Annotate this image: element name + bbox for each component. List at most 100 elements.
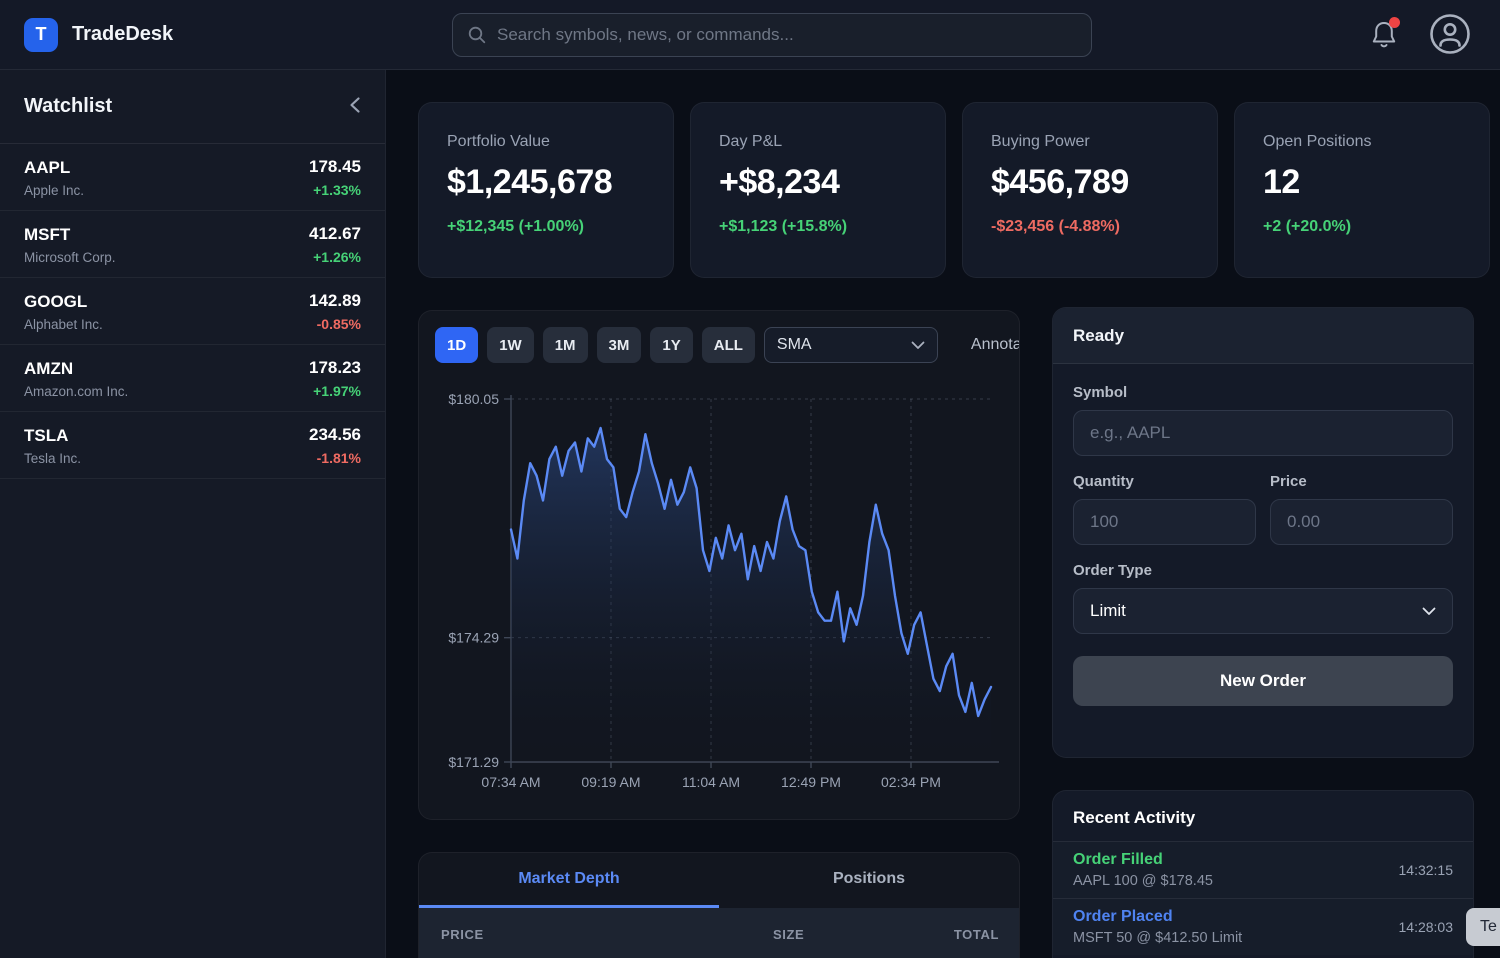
stat-delta: +$1,123 (+15.8%) (719, 218, 848, 235)
order-type-label: Order Type (1073, 562, 1152, 579)
activity-row: Order Filled AAPL 100 @ $178.45 14:32:15 (1053, 841, 1473, 898)
symbol-input[interactable] (1073, 410, 1453, 456)
watchlist-item-right: 412.67 +1.26% (309, 224, 361, 265)
price-value: 234.56 (309, 425, 361, 444)
watchlist-item-tsla[interactable]: TSLA Tesla Inc. 234.56 -1.81% (0, 412, 385, 479)
avatar-icon (1430, 14, 1470, 54)
watchlist-items: AAPL Apple Inc. 178.45 +1.33% MSFT Microsoft … (0, 144, 385, 479)
search-input[interactable] (497, 25, 1077, 45)
timeframe-buttons: 1D 1W 1M 3M 1Y ALL (435, 327, 755, 363)
watchlist-item-amzn[interactable]: AMZN Amazon.com Inc. 178.23 +1.97% (0, 345, 385, 412)
stat-value: $1,245,678 (447, 163, 613, 201)
activity-time: 14:32:15 (1398, 862, 1454, 878)
market-depth-panel: Market Depth Positions PRICE SIZE TOTAL (418, 852, 1020, 958)
order-type-select[interactable]: Limit (1073, 588, 1453, 634)
tab-positions[interactable]: Positions (832, 870, 905, 887)
depth-column-size: SIZE (773, 926, 805, 942)
symbol-label: GOOGL (24, 291, 88, 311)
search-bar[interactable] (452, 13, 1092, 57)
watchlist-item-left: GOOGL Alphabet Inc. (24, 292, 103, 332)
notifications-button[interactable] (1365, 17, 1403, 55)
indicator-select[interactable]: SMA (763, 327, 938, 363)
stat-card-buying-power: Buying Power $456,789 -$23,456 (-4.88%) (962, 102, 1218, 278)
activity-list: Order Filled AAPL 100 @ $178.45 14:32:15 Or… (1053, 841, 1473, 955)
bottom-tabs: Market Depth Positions (419, 853, 1019, 908)
timeframe-button-1d[interactable]: 1D (435, 327, 479, 363)
company-name: Tesla Inc. (24, 450, 82, 466)
stat-label: Portfolio Value (447, 133, 550, 150)
order-panel: Ready Symbol Quantity Price Order Type L… (1052, 307, 1474, 758)
price-input[interactable] (1270, 499, 1453, 545)
activity-status: Order Filled (1073, 851, 1163, 868)
change-value: -1.81% (316, 450, 361, 466)
bell-icon (1372, 21, 1396, 47)
company-name: Amazon.com Inc. (24, 383, 129, 399)
timeframe-button-all[interactable]: ALL (701, 327, 755, 363)
watchlist-item-googl[interactable]: GOOGL Alphabet Inc. 142.89 -0.85% (0, 278, 385, 345)
new-order-button[interactable]: New Order (1073, 656, 1453, 706)
chevron-down-icon (911, 341, 925, 349)
tab-market-depth[interactable]: Market Depth (419, 853, 719, 908)
svg-text:11:04 AM: 11:04 AM (682, 774, 740, 790)
symbol-label: AMZN (24, 358, 74, 378)
change-value: +1.97% (313, 383, 361, 399)
svg-text:$171.29: $171.29 (448, 754, 499, 770)
stat-card-portfolio-value: Portfolio Value $1,245,678 +$12,345 (+1.00… (418, 102, 674, 278)
price-value: 178.45 (309, 157, 361, 176)
activity-detail: MSFT 50 @ $412.50 Limit (1073, 930, 1243, 946)
collapse-sidebar-button[interactable] (349, 96, 361, 118)
change-value: -0.85% (316, 316, 361, 332)
app-logo: T (24, 17, 58, 52)
chevron-down-icon (1422, 607, 1436, 615)
stat-label: Day P&L (719, 133, 783, 150)
stat-label: Open Positions (1263, 133, 1372, 150)
stat-value: $456,789 (991, 163, 1129, 201)
activity-status: Order Placed (1073, 908, 1173, 925)
watchlist-item-aapl[interactable]: AAPL Apple Inc. 178.45 +1.33% (0, 144, 385, 211)
depth-column-total: TOTAL (953, 926, 999, 942)
search-icon (468, 26, 486, 44)
recent-activity-panel: Recent Activity Order Filled AAPL 100 @ $… (1052, 790, 1474, 958)
company-name: Microsoft Corp. (24, 249, 116, 265)
symbol-label: AAPL (24, 157, 71, 177)
watchlist-item-right: 142.89 -0.85% (309, 291, 361, 332)
stats-row: Portfolio Value $1,245,678 +$12,345 (+1.00… (418, 102, 1490, 278)
watchlist-title: Watchlist (24, 95, 113, 117)
timeframe-button-1m[interactable]: 1M (542, 327, 588, 363)
depth-table-header: PRICE SIZE TOTAL (419, 908, 1019, 958)
quantity-input[interactable] (1073, 499, 1256, 545)
depth-column-price: PRICE (441, 926, 484, 942)
symbol-label: TSLA (24, 425, 69, 445)
toast-notification: Te (1466, 908, 1500, 946)
watchlist-item-left: AAPL Apple Inc. (24, 158, 84, 198)
user-menu-button[interactable] (1427, 12, 1473, 58)
stat-value: 12 (1263, 163, 1300, 201)
activity-detail: AAPL 100 @ $178.45 (1073, 873, 1213, 889)
activity-row: Order Placed MSFT 50 @ $412.50 Limit 14:28… (1053, 898, 1473, 955)
svg-text:02:34 PM: 02:34 PM (881, 774, 941, 790)
watchlist-item-left: MSFT Microsoft Corp. (24, 225, 116, 265)
recent-activity-title: Recent Activity (1073, 808, 1196, 827)
annotate-label[interactable]: Annotate (970, 336, 1019, 353)
stat-value: +$8,234 (719, 163, 840, 201)
svg-text:12:49 PM: 12:49 PM (781, 774, 841, 790)
topbar: T TradeDesk (0, 0, 1500, 70)
watchlist-item-left: TSLA Tesla Inc. (24, 426, 81, 466)
timeframe-button-3m[interactable]: 3M (596, 327, 642, 363)
activity-row-left: Order Filled AAPL 100 @ $178.45 (1073, 851, 1213, 889)
watchlist-item-right: 178.23 +1.97% (309, 358, 361, 399)
quantity-label: Quantity (1073, 473, 1134, 490)
symbol-label: MSFT (24, 224, 71, 244)
timeframe-button-1y[interactable]: 1Y (650, 327, 693, 363)
stat-delta: +$12,345 (+1.00%) (447, 218, 584, 235)
activity-time: 14:28:03 (1398, 919, 1454, 935)
watchlist-sidebar: Watchlist AAPL Apple Inc. 178.45 +1.33% MSFT… (0, 70, 386, 958)
watchlist-item-right: 178.45 +1.33% (309, 157, 361, 198)
main-content: Portfolio Value $1,245,678 +$12,345 (+1.00… (386, 70, 1500, 958)
company-name: Apple Inc. (24, 182, 85, 198)
watchlist-item-msft[interactable]: MSFT Microsoft Corp. 412.67 +1.26% (0, 211, 385, 278)
price-chart: $180.05 $174.29 $171.29 07:34 AM 09:19 AM 11:… (448, 391, 999, 790)
timeframe-button-1w[interactable]: 1W (487, 327, 534, 363)
